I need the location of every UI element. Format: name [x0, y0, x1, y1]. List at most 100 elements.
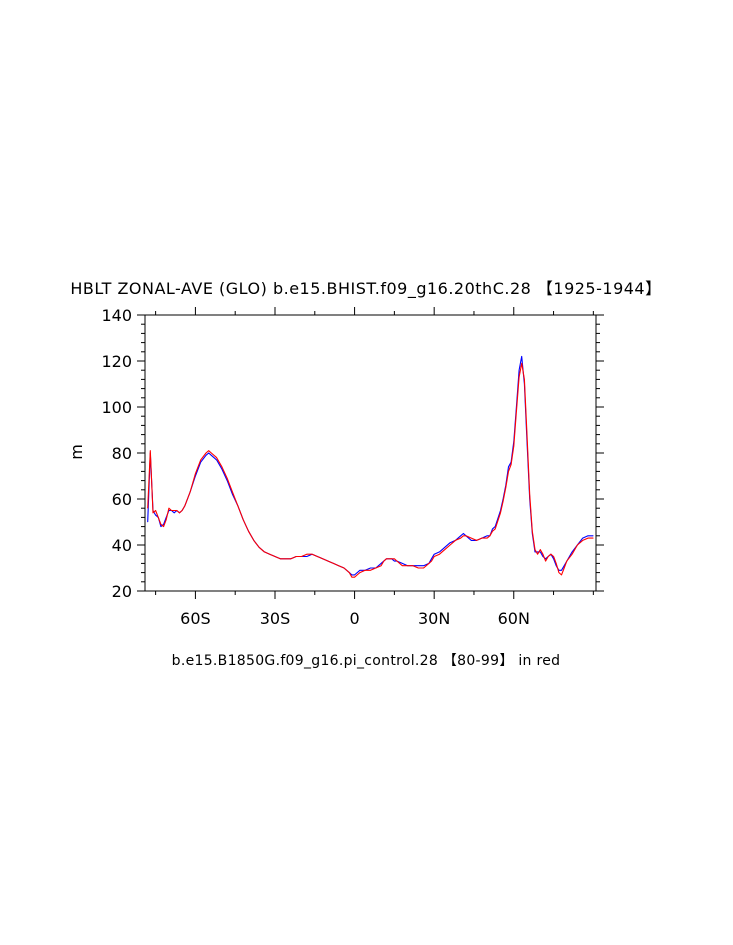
data-point — [444, 547, 446, 548]
data-point — [208, 452, 209, 454]
data-point — [285, 558, 286, 560]
data-point — [269, 553, 271, 555]
data-point — [359, 570, 361, 571]
data-point — [343, 567, 345, 569]
x-tick-label: 60N — [498, 609, 530, 628]
data-point — [510, 464, 512, 465]
data-point — [449, 544, 451, 546]
data-point — [195, 473, 196, 475]
data-point — [311, 553, 313, 555]
data-point — [394, 560, 395, 562]
data-point — [394, 558, 395, 560]
data-point — [492, 528, 493, 530]
data-point — [433, 556, 435, 557]
data-point — [173, 512, 175, 514]
y-tick-label: 140 — [101, 306, 132, 325]
data-point — [152, 512, 154, 514]
data-point — [163, 524, 164, 525]
data-point — [258, 547, 260, 548]
data-point — [349, 572, 350, 573]
data-point — [492, 530, 493, 532]
data-point — [364, 570, 366, 571]
data-point — [587, 535, 589, 537]
x-tick-label: 30N — [418, 609, 450, 628]
data-point — [529, 494, 530, 495]
data-point — [301, 556, 302, 557]
data-point — [526, 434, 528, 435]
data-point — [423, 567, 424, 569]
data-point — [524, 379, 525, 380]
data-point — [274, 556, 276, 557]
data-point — [163, 526, 164, 527]
data-point — [518, 376, 520, 378]
data-point — [412, 565, 414, 566]
y-tick-label: 20 — [112, 582, 132, 601]
data-point — [532, 530, 533, 532]
data-point — [465, 535, 467, 537]
data-point — [542, 553, 544, 555]
data-point — [463, 533, 464, 534]
data-point — [537, 553, 538, 555]
data-point — [513, 445, 515, 447]
data-point — [173, 510, 175, 511]
data-point — [242, 519, 244, 520]
data-point — [232, 494, 233, 495]
y-tick-label: 40 — [112, 536, 132, 555]
data-point — [211, 452, 212, 454]
series-line-0 — [147, 355, 594, 576]
data-point — [431, 560, 432, 562]
data-point — [561, 574, 562, 576]
data-point — [221, 468, 223, 470]
data-point — [205, 452, 207, 454]
data-point — [587, 537, 589, 539]
data-point — [264, 551, 265, 553]
data-point — [306, 553, 308, 555]
data-point — [356, 572, 358, 573]
data-point — [508, 471, 509, 472]
data-point — [168, 507, 170, 509]
data-point — [571, 551, 573, 553]
data-point — [211, 455, 212, 456]
data-point — [471, 540, 472, 541]
data-point — [553, 556, 554, 557]
data-point — [171, 510, 172, 511]
data-point — [232, 491, 233, 493]
data-point — [351, 576, 353, 578]
data-point — [540, 549, 541, 550]
data-point — [550, 553, 552, 555]
data-point — [476, 540, 477, 541]
data-point — [155, 510, 156, 511]
data-point — [460, 535, 462, 537]
x-tick-label: 60S — [180, 609, 211, 628]
data-point — [280, 558, 281, 560]
data-point — [189, 491, 191, 493]
data-point — [433, 553, 435, 555]
data-point — [150, 450, 151, 452]
data-point — [147, 507, 148, 509]
data-point — [356, 574, 358, 576]
data-point — [147, 521, 148, 523]
data-point — [160, 524, 162, 525]
data-point — [455, 540, 456, 541]
data-point — [383, 560, 385, 562]
data-point — [518, 369, 520, 371]
data-point — [375, 567, 377, 569]
data-point — [179, 512, 180, 514]
data-point — [160, 526, 162, 527]
data-point — [402, 563, 403, 564]
data-point — [428, 563, 430, 564]
data-point — [418, 567, 419, 569]
data-point — [327, 560, 329, 562]
data-point — [449, 542, 451, 543]
data-point — [439, 553, 440, 555]
data-point — [200, 459, 201, 461]
data-point — [505, 487, 507, 488]
data-point — [354, 574, 355, 576]
data-point — [205, 455, 207, 456]
data-point — [439, 551, 440, 553]
data-point — [593, 537, 594, 539]
data-point — [380, 565, 382, 566]
data-point — [290, 558, 292, 560]
data-point — [226, 478, 228, 479]
data-point — [418, 565, 419, 566]
